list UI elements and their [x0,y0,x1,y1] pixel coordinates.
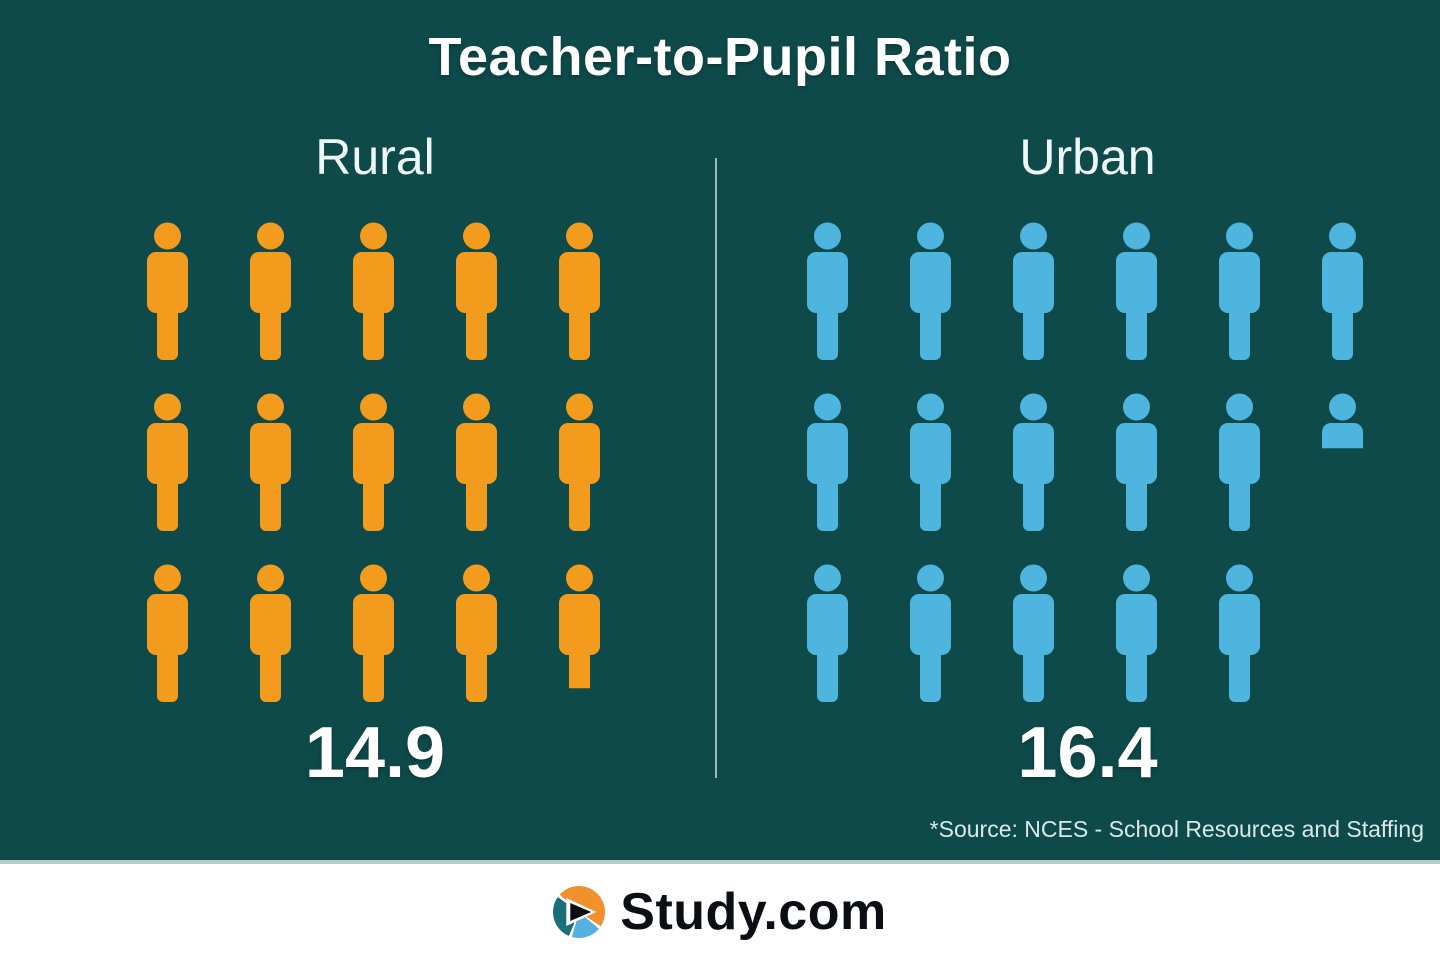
person-icon [805,564,850,702]
person-icon [351,393,396,531]
person-icon [145,564,190,702]
person-icon [248,564,293,702]
person-icon [1217,222,1262,360]
urban-column: Urban 16.4 [805,128,1370,793]
person-icon [908,564,953,702]
person-icon [1114,393,1159,531]
urban-icon-grid [805,222,1370,702]
person-icon [908,393,953,531]
person-icon [805,222,850,360]
icon-row [145,393,605,531]
chart-panel: Teacher-to-Pupil Ratio Rural 14.9 Urban … [0,0,1440,864]
person-icon [557,393,602,531]
person-icon [1011,393,1056,531]
person-icon [1217,393,1262,531]
urban-label: Urban [1019,129,1156,185]
person-icon-partial [557,564,602,689]
person-icon [351,564,396,702]
person-icon [1114,222,1159,360]
studycom-logo-icon [553,886,606,938]
person-icon [908,222,953,360]
person-icon [1114,564,1159,702]
person-icon [145,393,190,531]
person-icon [248,222,293,360]
column-divider [715,158,717,778]
person-icon-partial [1320,393,1365,449]
person-icon [557,222,602,360]
person-icon [1011,222,1056,360]
urban-value: 16.4 [1017,713,1158,793]
person-icon [351,222,396,360]
rural-value: 14.9 [304,713,446,793]
person-icon [1320,222,1365,360]
person-icon [145,222,190,360]
rural-label: Rural [315,129,435,185]
person-icon [805,393,850,531]
footer-bar: Study.com [0,864,1440,960]
icon-row [145,564,605,702]
icon-row [805,564,1370,702]
chart-title: Teacher-to-Pupil Ratio [428,27,1012,87]
icon-row [805,393,1370,531]
person-icon [248,393,293,531]
person-icon [454,393,499,531]
person-icon [1011,564,1056,702]
icon-row [145,222,605,360]
brand-wordmark: Study.com [620,883,887,941]
source-note: *Source: NCES - School Resources and Sta… [929,816,1424,842]
person-icon [454,222,499,360]
person-icon [1217,564,1262,702]
person-icon [454,564,499,702]
rural-icon-grid [145,222,605,702]
rural-column: Rural 14.9 [145,128,605,793]
icon-row [805,222,1370,360]
